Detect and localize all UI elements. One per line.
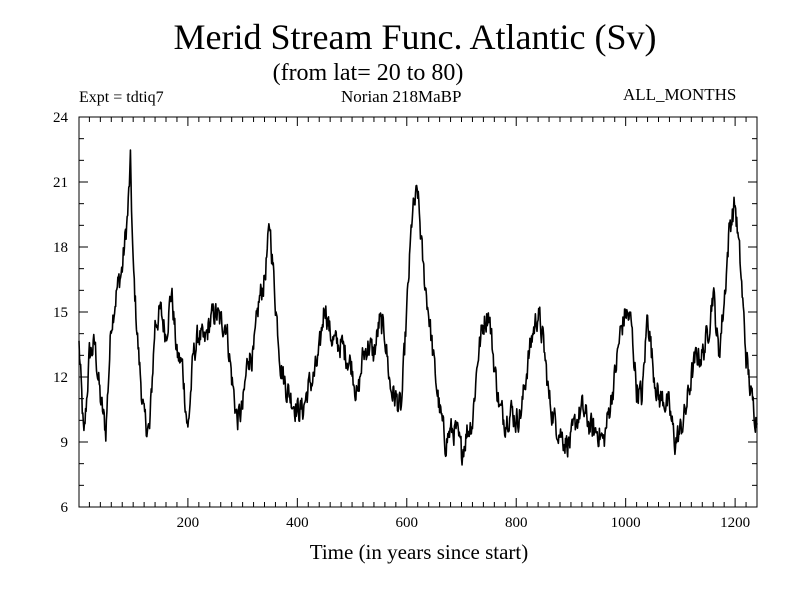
y-tick-label: 24 — [53, 110, 69, 126]
period-label: Norian 218MaBP — [341, 87, 462, 106]
y-tick-label: 9 — [61, 435, 69, 451]
x-tick-label: 600 — [396, 515, 419, 531]
x-axis-label: Time (in years since start) — [309, 540, 529, 564]
x-tick-label: 1200 — [720, 515, 750, 531]
chart-title: Merid Stream Func. Atlantic (Sv) — [173, 17, 657, 57]
y-tick-label: 18 — [53, 240, 68, 256]
x-tick-label: 800 — [505, 515, 528, 531]
tick-group — [79, 117, 758, 507]
x-tick-label: 1000 — [611, 515, 641, 531]
x-tick-label: 200 — [177, 515, 200, 531]
series-group — [78, 149, 758, 466]
tick-label-group: 200 400 600 800 1000 1200 6 9 12 15 18 21 24 — [53, 110, 750, 531]
y-tick-label: 15 — [53, 305, 68, 321]
experiment-label: Expt = tdtiq7 — [79, 89, 164, 106]
y-tick-label: 12 — [53, 370, 68, 386]
series-line — [78, 149, 758, 466]
x-tick-label: 400 — [286, 515, 309, 531]
y-tick-label: 21 — [53, 175, 68, 191]
months-label: ALL_MONTHS — [623, 85, 737, 104]
y-tick-label: 6 — [61, 500, 69, 516]
chart-subtitle: (from lat= 20 to 80) — [272, 60, 464, 86]
plot-frame — [78, 116, 758, 508]
